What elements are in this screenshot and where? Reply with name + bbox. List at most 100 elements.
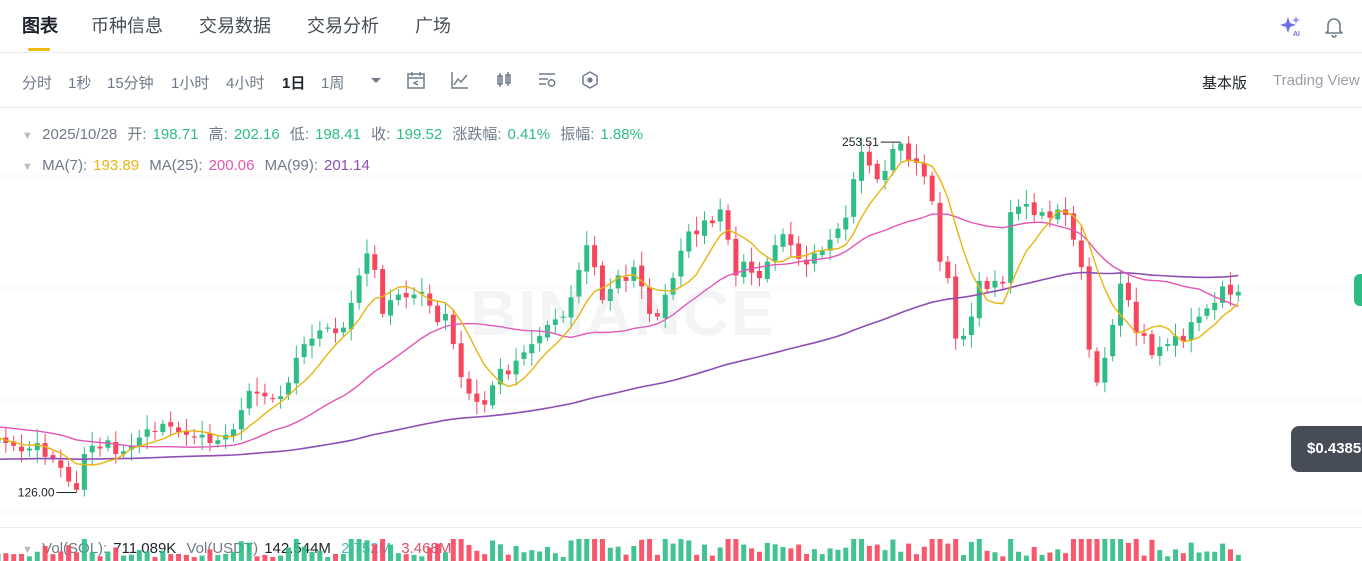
candle-body xyxy=(81,454,87,490)
candle-body xyxy=(1125,282,1131,301)
candle-body xyxy=(756,271,762,279)
volume-bar xyxy=(560,557,566,561)
volume-bar xyxy=(81,539,87,561)
timeframe-time[interactable]: 分时 xyxy=(22,75,53,92)
candle-body xyxy=(1212,302,1218,311)
volume-bar xyxy=(1204,551,1210,561)
volume-bar xyxy=(262,554,268,561)
candle-body xyxy=(388,300,393,316)
candle-type-icon[interactable] xyxy=(494,70,514,90)
calendar-icon[interactable] xyxy=(406,70,426,90)
candle-body xyxy=(1149,334,1155,356)
volume-bar xyxy=(1000,556,1006,561)
volume-bar xyxy=(0,553,1,561)
volume-bar xyxy=(144,551,150,561)
settings-icon[interactable] xyxy=(537,70,557,90)
indicator-icon[interactable] xyxy=(450,70,470,90)
candle-body xyxy=(1031,202,1037,215)
candle-body xyxy=(293,357,299,384)
candle-body xyxy=(301,344,307,358)
candle-body xyxy=(599,265,605,301)
low-value: 198.41 xyxy=(315,126,361,143)
candle-body xyxy=(152,430,158,433)
tab-chart[interactable]: 图表 xyxy=(22,16,58,36)
candle-body xyxy=(333,328,339,334)
chevron-down-icon[interactable]: ▼ xyxy=(22,544,33,556)
ohlc-info: ▼ 2025/10/28 开: 198.71 高: 202.16 低: 198.41 … xyxy=(22,123,649,144)
volume-bar xyxy=(1235,554,1241,561)
volume-bar xyxy=(1227,549,1233,561)
tab-trading-analysis[interactable]: 交易分析 xyxy=(307,16,379,36)
view-basic[interactable]: 基本版 xyxy=(1202,75,1248,92)
timeframe-1d[interactable]: 1日 xyxy=(282,75,306,92)
timeframe-1h[interactable]: 1小时 xyxy=(171,75,210,92)
volume-bar xyxy=(961,554,967,561)
volume-bar xyxy=(921,546,927,561)
chevron-down-icon[interactable]: ▼ xyxy=(22,161,33,173)
volume-bar xyxy=(309,551,315,561)
candle-body xyxy=(961,335,967,340)
dropdown-caret-icon[interactable] xyxy=(366,70,386,90)
volume-bar xyxy=(709,555,715,561)
timeframe-15m[interactable]: 15分钟 xyxy=(107,75,154,92)
candle-body xyxy=(654,313,660,317)
candle-body xyxy=(1180,335,1186,342)
ai-sparkle-icon[interactable]: AI xyxy=(1278,14,1302,38)
candle-body xyxy=(1141,333,1147,336)
candle-body xyxy=(788,234,794,246)
candle-body xyxy=(647,287,653,314)
volume-bar xyxy=(623,554,629,561)
candle-body xyxy=(615,275,621,289)
tab-coin-info[interactable]: 币种信息 xyxy=(91,16,163,36)
volume-bar xyxy=(317,550,323,561)
candle-body xyxy=(128,445,134,450)
volume-bar xyxy=(1212,551,1218,561)
volume-bar xyxy=(694,554,700,561)
candle-body xyxy=(246,390,252,409)
tab-trading-data[interactable]: 交易数据 xyxy=(199,16,271,36)
volume-bar xyxy=(1063,553,1069,561)
candle-body xyxy=(953,276,959,339)
open-label: 开: xyxy=(127,126,147,143)
volume-bar xyxy=(364,540,370,561)
hexagon-icon[interactable] xyxy=(580,70,600,90)
volume-bar xyxy=(231,551,236,561)
candle-body xyxy=(772,245,778,261)
candle-body xyxy=(890,148,896,171)
volume-bar xyxy=(976,539,982,561)
volume-bar xyxy=(529,550,535,561)
timeframe-1s[interactable]: 1秒 xyxy=(68,75,92,92)
chevron-down-icon[interactable]: ▼ xyxy=(22,130,33,142)
candle-body xyxy=(521,352,527,359)
candle-body xyxy=(639,265,645,287)
candle-body xyxy=(866,151,872,166)
volume-bar xyxy=(1102,539,1108,561)
candle-body xyxy=(505,370,511,375)
candle-body xyxy=(607,289,613,301)
candle-body xyxy=(1204,308,1210,316)
candle-body xyxy=(1102,357,1108,383)
bell-icon[interactable] xyxy=(1322,14,1346,38)
candle-body xyxy=(340,327,346,333)
volume-bars xyxy=(0,539,1241,561)
tab-square[interactable]: 广场 xyxy=(415,16,451,36)
volume-bar xyxy=(866,546,872,561)
candle-body xyxy=(442,313,448,321)
svg-text:AI: AI xyxy=(1293,31,1300,38)
candle-body xyxy=(984,280,990,290)
volume-bar xyxy=(466,545,472,561)
candle-body xyxy=(584,245,590,272)
volume-bar xyxy=(576,539,582,561)
volume-bar xyxy=(937,539,943,561)
volume-bar xyxy=(89,552,95,561)
volume-bar xyxy=(458,539,464,561)
timeframe-4h[interactable]: 4小时 xyxy=(226,75,265,92)
volume-bar xyxy=(741,544,747,561)
timeframe-1w[interactable]: 1周 xyxy=(321,75,345,92)
candle-body xyxy=(34,443,40,451)
candle-body xyxy=(1188,322,1194,340)
view-tradingview[interactable]: Trading View xyxy=(1273,72,1360,89)
candlestick-chart[interactable]: 253.51 126.00 xyxy=(0,108,1362,561)
ma99-label: MA(99): xyxy=(264,157,318,174)
candle-body xyxy=(851,179,857,217)
